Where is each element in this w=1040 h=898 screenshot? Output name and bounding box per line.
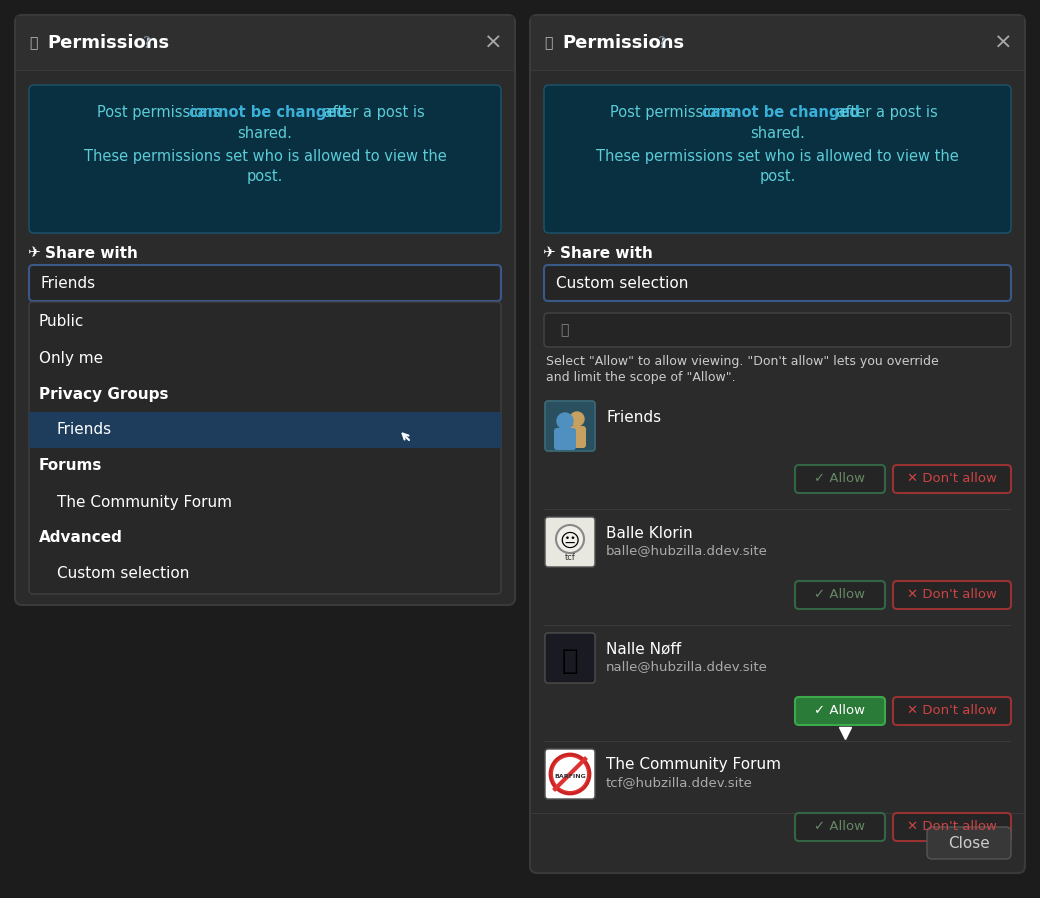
- Text: Custom selection: Custom selection: [57, 567, 189, 582]
- Text: Share with: Share with: [45, 245, 138, 260]
- Bar: [531, 16, 1024, 70]
- Text: ✕ Don't allow: ✕ Don't allow: [907, 472, 997, 486]
- Text: ?: ?: [144, 36, 151, 50]
- Text: These permissions set who is allowed to view the: These permissions set who is allowed to …: [596, 149, 959, 164]
- Text: Permissions: Permissions: [47, 34, 170, 52]
- FancyBboxPatch shape: [795, 581, 885, 609]
- Circle shape: [550, 754, 590, 794]
- Text: ✕ Don't allow: ✕ Don't allow: [907, 705, 997, 718]
- FancyBboxPatch shape: [29, 265, 501, 301]
- Text: Balle Klorin: Balle Klorin: [606, 525, 693, 541]
- Bar: [15, 70, 515, 71]
- Text: The Community Forum: The Community Forum: [57, 495, 232, 509]
- FancyBboxPatch shape: [893, 581, 1011, 609]
- Text: ✕ Don't allow: ✕ Don't allow: [907, 588, 997, 602]
- FancyBboxPatch shape: [544, 313, 1011, 347]
- Text: Permissions: Permissions: [562, 34, 684, 52]
- Bar: [544, 625, 1011, 626]
- Text: ×: ×: [484, 33, 502, 53]
- Text: shared.: shared.: [237, 126, 292, 140]
- Circle shape: [553, 757, 587, 791]
- FancyBboxPatch shape: [545, 749, 595, 799]
- Text: Close: Close: [948, 835, 990, 850]
- Text: after a post is: after a post is: [319, 105, 425, 120]
- Text: These permissions set who is allowed to view the: These permissions set who is allowed to …: [83, 149, 446, 164]
- Text: Nalle Nøff: Nalle Nøff: [606, 641, 681, 656]
- FancyBboxPatch shape: [566, 426, 586, 448]
- Text: ×: ×: [993, 33, 1012, 53]
- FancyBboxPatch shape: [893, 465, 1011, 493]
- Text: BARFING: BARFING: [554, 774, 586, 779]
- FancyBboxPatch shape: [795, 697, 885, 725]
- FancyBboxPatch shape: [545, 633, 595, 683]
- Circle shape: [556, 525, 584, 553]
- Text: The Community Forum: The Community Forum: [606, 758, 781, 772]
- Text: 🤖: 🤖: [562, 647, 578, 675]
- FancyBboxPatch shape: [29, 302, 501, 594]
- FancyBboxPatch shape: [545, 401, 595, 451]
- FancyBboxPatch shape: [795, 813, 885, 841]
- Text: Forums: Forums: [40, 459, 102, 473]
- Bar: [544, 509, 1011, 510]
- Text: 😐: 😐: [560, 532, 580, 550]
- Text: post.: post.: [246, 170, 283, 184]
- Circle shape: [557, 413, 573, 429]
- FancyBboxPatch shape: [927, 827, 1011, 859]
- FancyBboxPatch shape: [544, 85, 1011, 233]
- FancyBboxPatch shape: [554, 428, 576, 450]
- Text: cannot be changed: cannot be changed: [702, 105, 860, 120]
- Text: Friends: Friends: [57, 422, 112, 437]
- FancyBboxPatch shape: [893, 813, 1011, 841]
- Text: and limit the scope of "Allow".: and limit the scope of "Allow".: [546, 371, 735, 383]
- Text: Advanced: Advanced: [40, 531, 123, 545]
- Text: ?: ?: [658, 36, 666, 50]
- Text: Post permissions: Post permissions: [97, 105, 225, 120]
- Text: ✓ Allow: ✓ Allow: [814, 705, 865, 718]
- Text: Public: Public: [40, 314, 84, 330]
- Text: 🔓: 🔓: [544, 36, 552, 50]
- Text: 🔍: 🔍: [560, 323, 569, 337]
- FancyBboxPatch shape: [893, 697, 1011, 725]
- Text: tcf: tcf: [565, 552, 575, 561]
- Bar: [544, 741, 1011, 742]
- Text: shared.: shared.: [750, 126, 805, 140]
- Text: ✓ Allow: ✓ Allow: [814, 821, 865, 833]
- Text: ✈: ✈: [542, 245, 554, 260]
- Text: Select "Allow" to allow viewing. "Don't allow" lets you override: Select "Allow" to allow viewing. "Don't …: [546, 355, 939, 367]
- Bar: [530, 70, 1025, 71]
- Text: Friends: Friends: [606, 409, 661, 425]
- Text: after a post is: after a post is: [832, 105, 937, 120]
- Text: nalle@hubzilla.ddev.site: nalle@hubzilla.ddev.site: [606, 661, 768, 674]
- FancyBboxPatch shape: [530, 15, 1025, 873]
- Text: ✓ Allow: ✓ Allow: [814, 588, 865, 602]
- FancyBboxPatch shape: [29, 85, 501, 233]
- Text: cannot be changed: cannot be changed: [189, 105, 347, 120]
- Text: ✈: ✈: [27, 245, 40, 260]
- Circle shape: [570, 412, 584, 426]
- FancyBboxPatch shape: [545, 749, 595, 799]
- Text: Only me: Only me: [40, 350, 103, 365]
- Text: Post permissions: Post permissions: [609, 105, 737, 120]
- Text: Privacy Groups: Privacy Groups: [40, 386, 168, 401]
- Text: post.: post.: [759, 170, 796, 184]
- FancyBboxPatch shape: [545, 633, 595, 683]
- FancyBboxPatch shape: [795, 465, 885, 493]
- Text: Share with: Share with: [560, 245, 653, 260]
- Text: ✓ Allow: ✓ Allow: [814, 472, 865, 486]
- Text: tcf@hubzilla.ddev.site: tcf@hubzilla.ddev.site: [606, 777, 753, 789]
- FancyBboxPatch shape: [545, 517, 595, 567]
- FancyBboxPatch shape: [15, 15, 515, 605]
- Text: Friends: Friends: [41, 276, 96, 290]
- Text: 🔒: 🔒: [29, 36, 37, 50]
- Bar: [530, 813, 1025, 814]
- Bar: [16, 16, 514, 70]
- Text: balle@hubzilla.ddev.site: balle@hubzilla.ddev.site: [606, 544, 768, 558]
- Bar: [29, 412, 501, 448]
- Text: ✕ Don't allow: ✕ Don't allow: [907, 821, 997, 833]
- Text: Custom selection: Custom selection: [556, 276, 688, 290]
- FancyBboxPatch shape: [544, 265, 1011, 301]
- FancyBboxPatch shape: [545, 401, 595, 451]
- FancyBboxPatch shape: [545, 517, 595, 567]
